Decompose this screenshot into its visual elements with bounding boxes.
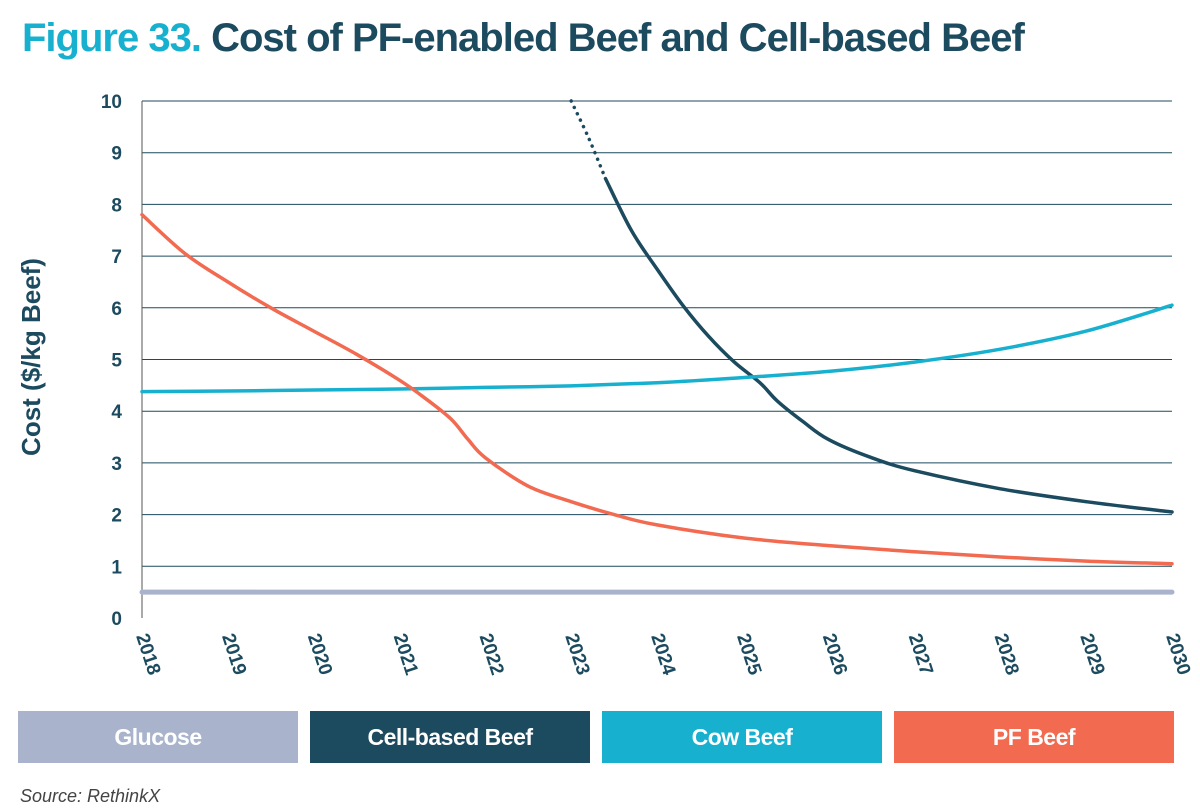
x-axis-ticks: 2018 2019 2020 2021 2022 2023 2024 2025 2026 2027… xyxy=(131,631,1194,678)
figure-number: Figure 33. xyxy=(22,16,202,60)
x-tick-label: 2029 xyxy=(1075,631,1108,678)
x-tick-label: 2022 xyxy=(475,631,508,678)
legend-label: Glucose xyxy=(114,723,202,750)
y-tick-label: 10 xyxy=(101,92,122,113)
y-tick-label: 5 xyxy=(111,351,122,372)
x-tick-label: 2020 xyxy=(303,631,336,678)
x-tick-label: 2027 xyxy=(904,631,937,678)
x-tick-label: 2025 xyxy=(732,631,765,678)
gridlines xyxy=(141,100,1172,618)
x-tick-label: 2021 xyxy=(389,631,422,678)
figure-title: Figure 33. Cost of PF-enabled Beef and C… xyxy=(22,12,1025,64)
y-tick-label: 1 xyxy=(111,557,122,578)
x-tick-label: 2024 xyxy=(646,631,679,678)
y-tick-label: 4 xyxy=(111,402,122,423)
figure-title-text: Cost of PF-enabled Beef and Cell-based B… xyxy=(211,16,1025,60)
legend-item-glucose: Glucose xyxy=(18,711,298,763)
y-tick-label: 7 xyxy=(111,247,122,268)
series-lines xyxy=(139,99,1175,595)
series-cow-beef xyxy=(140,303,1174,394)
x-tick-label: 2018 xyxy=(131,631,164,678)
line-chart: 0 1 2 3 4 5 6 7 8 9 10 2018 2019 2020 2021 2022 2023 202… xyxy=(16,92,1194,678)
legend-label: Cell-based Beef xyxy=(367,723,533,750)
y-tick-label: 2 xyxy=(111,506,122,527)
y-tick-label: 8 xyxy=(111,195,122,216)
y-tick-label: 9 xyxy=(111,144,122,165)
legend: Glucose Cell-based Beef Cow Beef PF Beef xyxy=(0,711,1200,763)
x-tick-label: 2026 xyxy=(818,631,851,678)
y-tick-label: 6 xyxy=(111,299,122,320)
source-note: Source: RethinkX xyxy=(20,786,161,806)
y-axis-label: Cost ($/kg Beef) xyxy=(16,258,46,456)
legend-item-cow-beef: Cow Beef xyxy=(602,711,882,763)
series-cell-based-beef xyxy=(603,176,1174,514)
y-tick-label: 0 xyxy=(111,609,122,630)
x-tick-label: 2019 xyxy=(217,631,250,678)
y-tick-label: 3 xyxy=(111,454,122,475)
legend-item-pf-beef: PF Beef xyxy=(894,711,1174,763)
series-cell-based-beef-projection xyxy=(569,99,608,181)
legend-label: Cow Beef xyxy=(691,723,793,750)
series-pf-beef xyxy=(140,212,1174,566)
x-tick-label: 2028 xyxy=(990,631,1023,678)
legend-item-cell-based-beef: Cell-based Beef xyxy=(310,711,590,763)
x-tick-label: 2030 xyxy=(1161,631,1194,678)
x-tick-label: 2023 xyxy=(560,631,593,678)
legend-label: PF Beef xyxy=(992,723,1076,750)
y-axis-ticks: 0 1 2 3 4 5 6 7 8 9 10 xyxy=(101,92,123,630)
